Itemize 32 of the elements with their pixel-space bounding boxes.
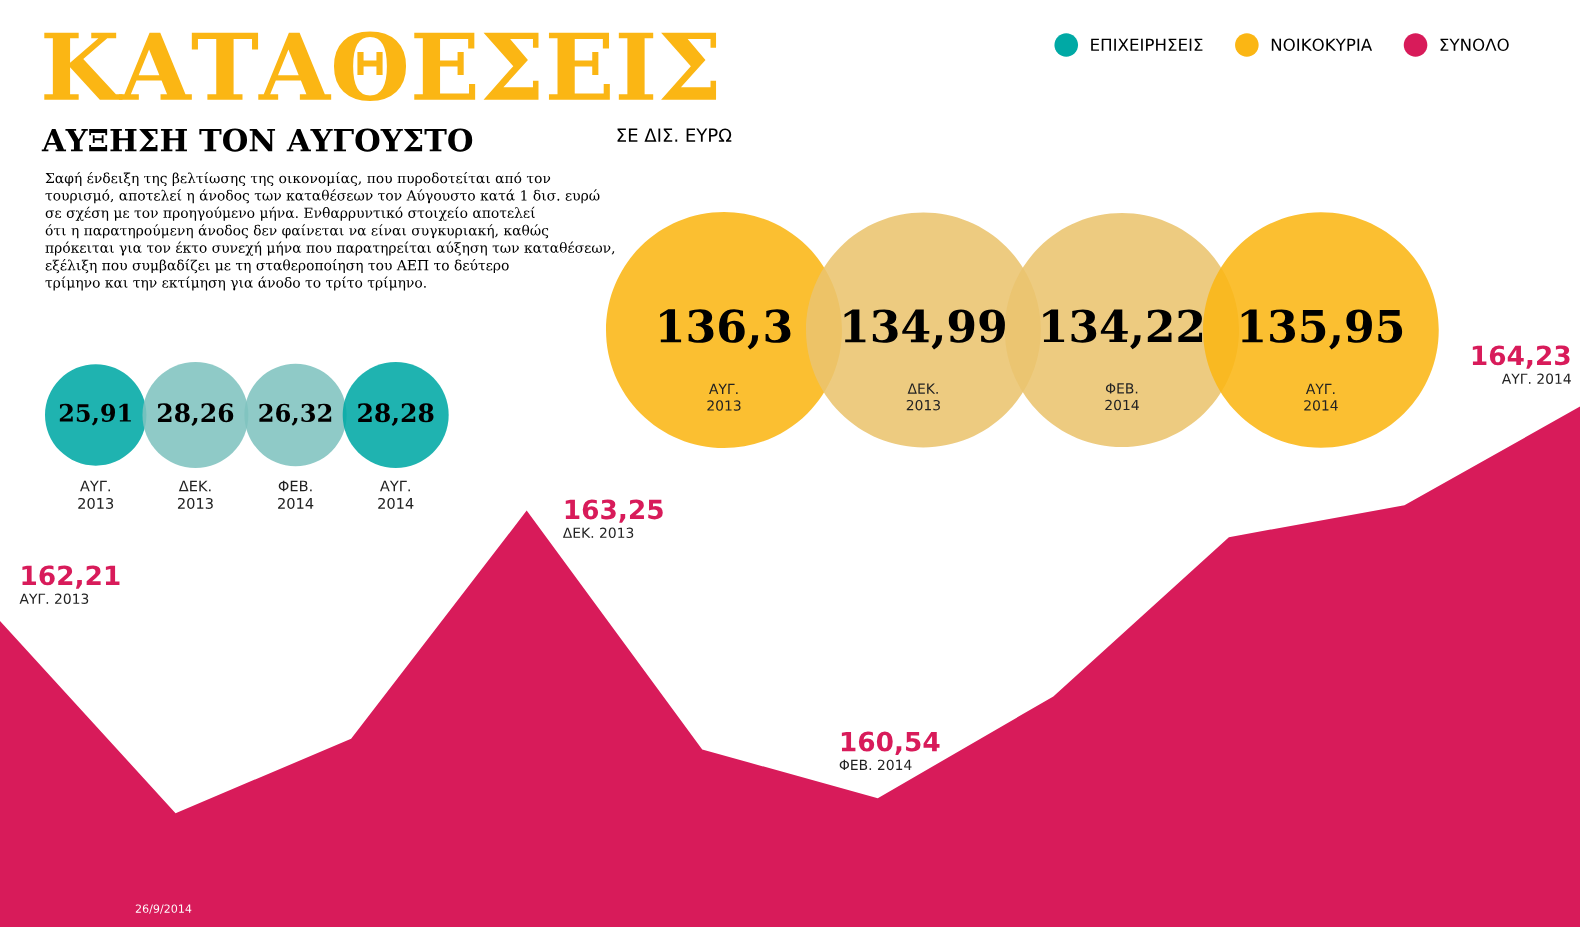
data-label: 164,23 [1472,345,1570,369]
annotation: ΔΕΚ. 2013 [562,527,634,539]
data-label: 26,32 [259,403,332,426]
text: ΑΥΞΗΣΗ ΤΟΝ ΑΥΓΟΥΣΤΟ [41,128,473,152]
data-label: 136,3 [660,309,791,350]
annotation: 26/9/2014 [135,904,192,914]
data-label: 163,25 [565,499,663,523]
legend-label: ΣΥΝΟΛΟ [1440,38,1509,52]
text: ΚΑΤΑΘΕΣΕΙΣ [44,31,717,101]
data-label: 160,54 [841,731,940,755]
category-label: ΑΥΓ. 2013 [707,383,741,411]
category-label: ΑΥΓ. 2013 [78,480,114,509]
data-label: 25,91 [59,403,131,426]
text: ΑΥΓ. 2014 [1501,373,1571,384]
text: Σαφή ένδειξη της βελτίωσης της οικονομίας, που πυροδοτείται από τον τουρισμό, αποτελεί η άνοδος των καταθέσεων τον Αύγουστο κατά 1 δισ. ευρώ σε σχέση με τον προηγούμενο μήνα. Ενθαρρυντικό στοιχείο αποτελεί ότι η παρατηρούμενη άνοδος δεν φαίνεται να είναι συγκυριακή, καθώς πρόκειται για τον έκτο συνεχή μήνα που παρατηρείται αύξηση των καταθέσεων, εξέλιξη που συμβαδίζει με τη σταθεροποίηση του ΑΕΠ το δεύτερο τρίμηνο και την εκτίμηση για άνοδο το τρίτο τρίμηνο. [45,172,615,291]
data-label: 162,21 [22,565,120,589]
data-label: 134,99 [844,309,1005,350]
text: ΣΕ ΔΙΣ. ΕΥΡΩ [617,128,732,142]
annotation: ΑΥΓ. 2013 [19,593,89,604]
category-label: ΔΕΚ. 2013 [177,480,213,509]
legend-label: ΕΠΙΧΕΙΡΗΣΕΙΣ [1091,38,1203,51]
category-label: ΑΥΓ. 2014 [1304,383,1338,411]
annotation: ΦΕΒ. 2014 [839,759,912,771]
category-label: ΔΕΚ. 2013 [906,383,940,411]
data-label: 135,95 [1241,309,1403,350]
legend-label: ΝΟΙΚΟΚΥΡΙΑ [1271,38,1373,52]
data-label: 28,28 [358,403,434,427]
data-label: 28,26 [157,403,234,427]
category-label: ΑΥΓ. 2014 [378,480,414,509]
category-label: ΦΕΒ. 2014 [1105,383,1139,411]
category-label: ΦΕΒ. 2014 [278,480,314,509]
data-label: 134,22 [1043,309,1203,350]
